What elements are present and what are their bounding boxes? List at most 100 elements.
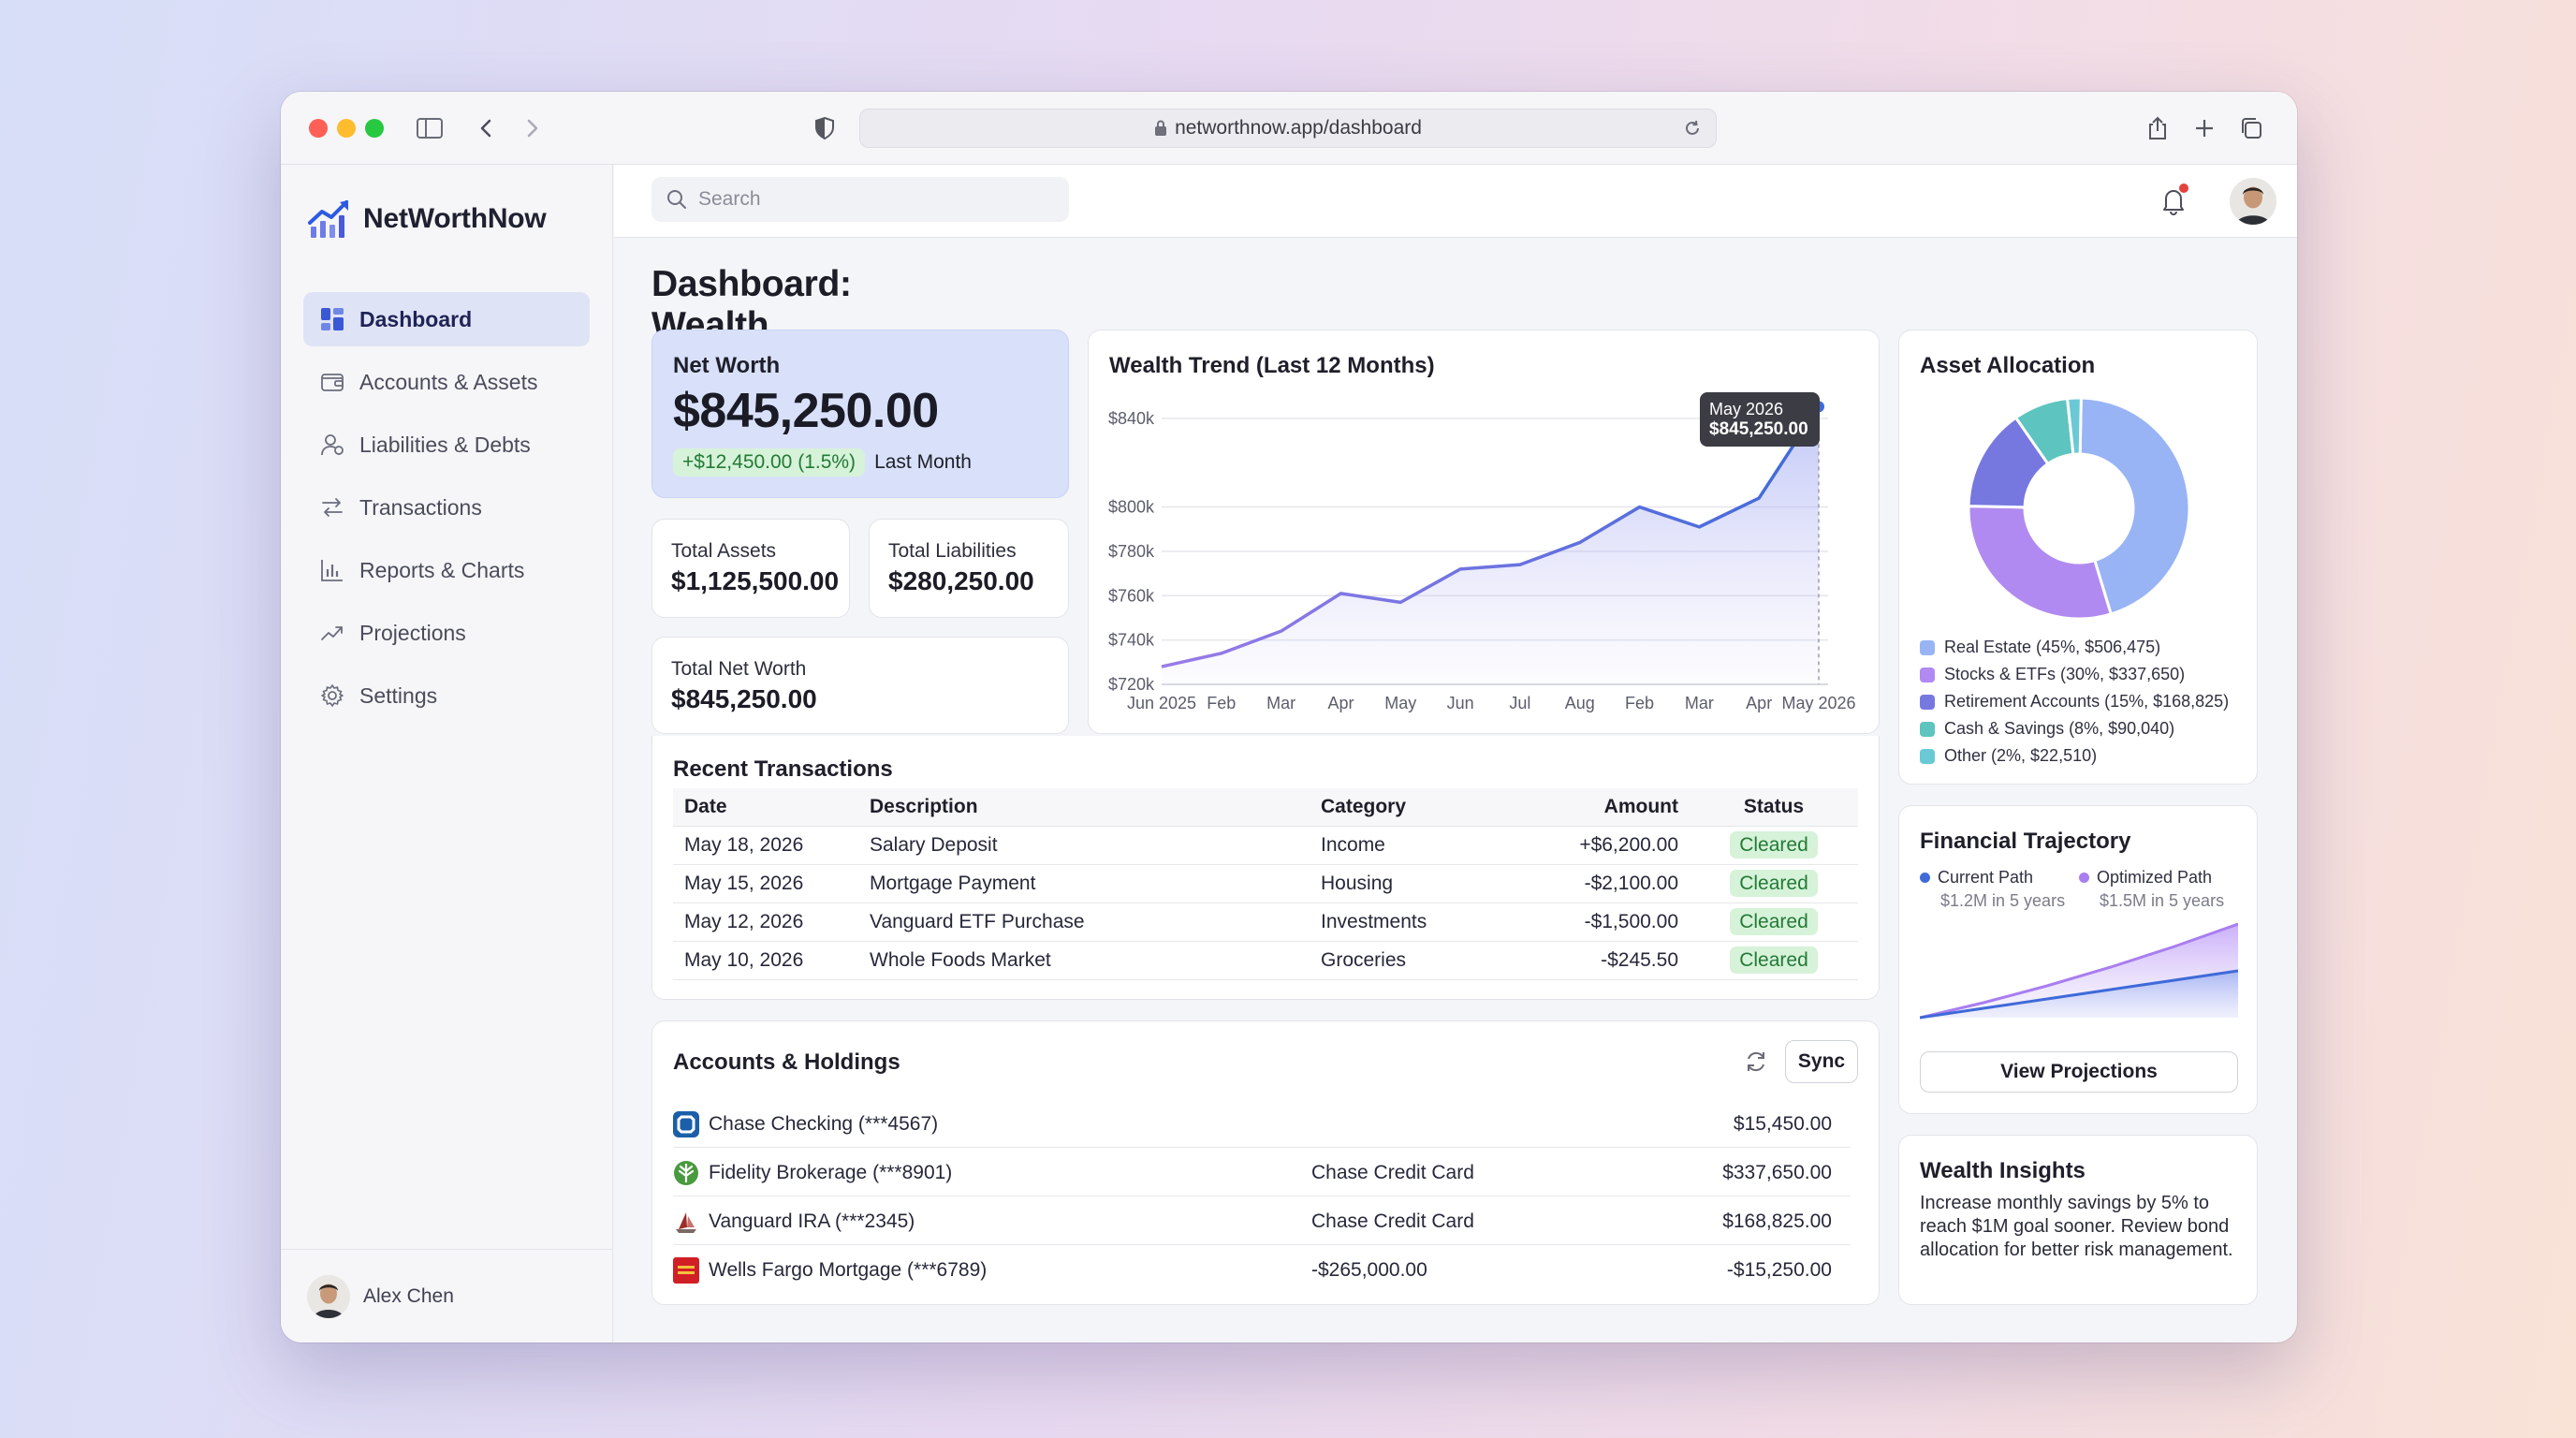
- sidebar-item-projections[interactable]: Projections: [303, 606, 590, 660]
- sidebar-item-dashboard[interactable]: Dashboard: [303, 292, 590, 346]
- app-topbar: [614, 165, 2297, 238]
- brand-logo[interactable]: NetWorthNow: [307, 198, 547, 240]
- sidebar: NetWorthNow Dashboard Accounts & Assets …: [281, 165, 613, 1343]
- column-header-amount[interactable]: Amount: [1512, 788, 1690, 827]
- tx-amount: -$245.50: [1512, 941, 1690, 980]
- sidebar-user[interactable]: Alex Chen: [281, 1249, 613, 1343]
- address-bar[interactable]: networthnow.app/dashboard: [859, 109, 1717, 148]
- sidebar-item-accounts-assets[interactable]: Accounts & Assets: [303, 355, 590, 409]
- table-row[interactable]: May 12, 2026 Vanguard ETF Purchase Inves…: [673, 902, 1858, 942]
- trend-icon: [321, 626, 343, 640]
- close-window-button[interactable]: [309, 119, 328, 138]
- account-linked: -$265,000.00: [1311, 1259, 1427, 1281]
- tx-description: Mortgage Payment: [858, 864, 1310, 903]
- x-tick-label: Mar: [1266, 694, 1295, 712]
- table-row[interactable]: May 10, 2026 Whole Foods Market Grocerie…: [673, 941, 1858, 980]
- legend-swatch: [1920, 667, 1935, 682]
- chart-tooltip: May 2026 $845,250.00: [1700, 392, 1820, 447]
- donut-slice: [2078, 396, 2191, 616]
- sidebar-item-transactions[interactable]: Transactions: [303, 480, 590, 535]
- table-row[interactable]: May 18, 2026 Salary Deposit Income +$6,2…: [673, 826, 1858, 865]
- asset-allocation-card: Asset Allocation Real Estate (45%, $506,…: [1898, 330, 2258, 785]
- sync-button[interactable]: Sync: [1785, 1040, 1858, 1083]
- tabs-overview-icon[interactable]: [2233, 110, 2269, 146]
- search-box[interactable]: [651, 177, 1069, 222]
- y-tick-label: $760k: [1108, 586, 1155, 605]
- financial-trajectory-title: Financial Trajectory: [1920, 829, 2131, 854]
- wealth-trend-title: Wealth Trend (Last 12 Months): [1109, 353, 1435, 378]
- account-row-vanguard-ira[interactable]: Vanguard IRA (***2345) Chase Credit Card…: [673, 1197, 1851, 1245]
- transfer-icon: [322, 498, 343, 517]
- sidebar-item-label: Transactions: [359, 494, 482, 520]
- y-tick-label: $800k: [1108, 498, 1155, 517]
- trend-line: [1161, 405, 1821, 668]
- account-row-chase-checking[interactable]: Chase Checking (***4567) $15,450.00: [673, 1100, 1851, 1148]
- legend-dot: [1920, 873, 1930, 883]
- sidebar-item-label: Settings: [359, 682, 438, 708]
- account-row-fidelity-brokerage[interactable]: Fidelity Brokerage (***8901) Chase Credi…: [673, 1149, 1851, 1196]
- wells-fargo-logo-icon: [673, 1257, 699, 1284]
- column-header-date[interactable]: Date: [673, 788, 858, 827]
- change-period: Last Month: [874, 451, 972, 473]
- forward-icon[interactable]: [515, 110, 550, 146]
- status-badge: Cleared: [1730, 869, 1818, 897]
- shield-icon[interactable]: [807, 110, 842, 146]
- sidebar-item-reports-charts[interactable]: Reports & Charts: [303, 543, 590, 597]
- x-tick-label: Apr: [1746, 694, 1772, 712]
- search-icon: [667, 190, 686, 209]
- optimized-path-sub: $1.5M in 5 years: [2100, 891, 2225, 910]
- new-tab-icon[interactable]: [2187, 110, 2222, 146]
- brand-name: NetWorthNow: [363, 203, 547, 234]
- notification-dot: [2179, 183, 2188, 193]
- sidebar-nav: Dashboard Accounts & Assets Liabilities …: [303, 292, 590, 731]
- bell-icon: [2163, 190, 2184, 215]
- tx-category: Groceries: [1310, 941, 1512, 980]
- account-balance: -$15,250.00: [1726, 1259, 1832, 1281]
- trajectory-chart: [1920, 922, 2238, 1020]
- x-tick-label: Jun: [1447, 694, 1474, 712]
- back-icon[interactable]: [468, 110, 504, 146]
- tx-date: May 10, 2026: [673, 941, 858, 980]
- x-tick-label: May: [1384, 694, 1416, 712]
- legend-optimized-path: Optimized Path $1.5M in 5 years: [2079, 868, 2224, 911]
- sidebar-item-liabilities-debts[interactable]: Liabilities & Debts: [303, 418, 590, 472]
- asset-allocation-donut[interactable]: [1899, 377, 2259, 658]
- table-row[interactable]: May 15, 2026 Mortgage Payment Housing -$…: [673, 864, 1858, 903]
- current-path-line: [1920, 969, 2238, 1020]
- account-row-wells-fargo-mortgage[interactable]: Wells Fargo Mortgage (***6789) -$265,000…: [673, 1246, 1851, 1294]
- status-badge: Cleared: [1730, 907, 1818, 935]
- legend-swatch: [1920, 721, 1935, 737]
- tx-category: Income: [1310, 826, 1512, 865]
- wealth-trend-chart[interactable]: $720k $740k $760k $780k $800k $840k Jun 2025 Fe…: [1089, 330, 1881, 735]
- allocation-legend: Real Estate (45%, $506,475) Stocks & ETFs…: [1920, 634, 2229, 770]
- wealth-insights-title: Wealth Insights: [1920, 1158, 2086, 1183]
- total-liabilities-card: Total Liabilities $280,250.00: [869, 519, 1069, 618]
- share-icon[interactable]: [2140, 110, 2175, 146]
- legend-label: Retirement Accounts (15%, $168,825): [1944, 692, 2230, 711]
- column-header-status[interactable]: Status: [1690, 788, 1858, 827]
- asset-allocation-title: Asset Allocation: [1920, 353, 2096, 378]
- table-header-row: Date Description Category Amount Status: [673, 788, 1858, 827]
- column-header-category[interactable]: Category: [1310, 788, 1512, 827]
- minimize-window-button[interactable]: [337, 119, 356, 138]
- net-worth-value: $845,250.00: [673, 384, 939, 438]
- x-tick-label: May 2026: [1781, 694, 1855, 712]
- sidebar-item-settings[interactable]: Settings: [303, 668, 590, 723]
- zoom-window-button[interactable]: [365, 119, 384, 138]
- view-projections-button[interactable]: View Projections: [1920, 1051, 2238, 1093]
- total-assets-label: Total Assets: [671, 540, 777, 562]
- optimized-path-line: [1920, 922, 2238, 1020]
- search-input[interactable]: [698, 188, 1035, 211]
- refresh-icon[interactable]: [1744, 1049, 1768, 1074]
- reload-icon[interactable]: [1682, 118, 1703, 139]
- recent-transactions-title: Recent Transactions: [673, 756, 893, 782]
- sidebar-toggle-icon[interactable]: [412, 110, 447, 146]
- y-tick-label: $780k: [1108, 542, 1155, 561]
- net-worth-label: Net Worth: [673, 353, 781, 378]
- sidebar-item-label: Reports & Charts: [359, 557, 525, 582]
- x-tick-label: Jul: [1509, 694, 1530, 712]
- notifications-button[interactable]: [2155, 182, 2192, 219]
- legend-label: Cash & Savings (8%, $90,040): [1944, 719, 2175, 738]
- column-header-description[interactable]: Description: [858, 788, 1310, 827]
- profile-avatar[interactable]: [2230, 178, 2276, 225]
